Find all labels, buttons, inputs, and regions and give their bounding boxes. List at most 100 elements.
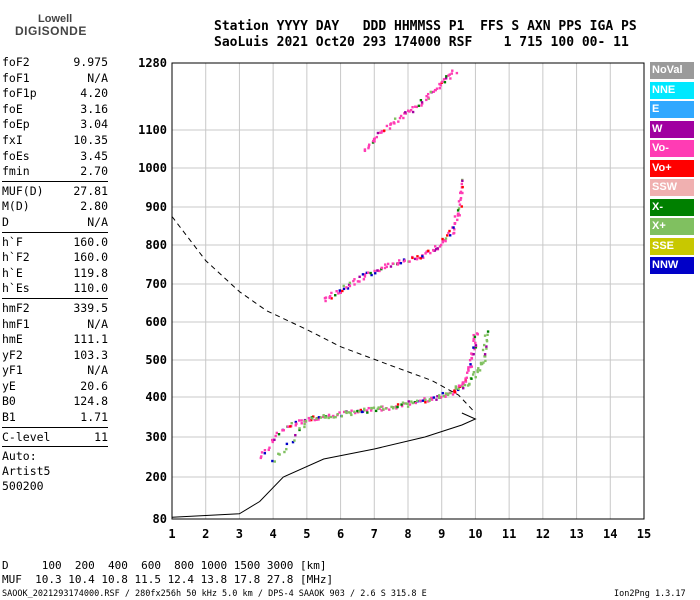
trace-point: [363, 407, 366, 411]
trace-point: [372, 139, 375, 143]
trace-point: [471, 373, 475, 376]
y-tick-label: 300: [145, 430, 167, 444]
trace-point: [335, 290, 338, 293]
trace-point: [424, 252, 427, 255]
separator: [2, 180, 108, 182]
trace-point: [459, 198, 462, 201]
trace-point: [334, 415, 337, 419]
trace-point: [293, 439, 296, 442]
trace-point: [324, 416, 328, 419]
trace-point: [485, 345, 488, 348]
trace-point: [469, 363, 472, 366]
param-name: D: [2, 214, 9, 229]
trace-point: [317, 418, 320, 421]
trace-point: [433, 88, 437, 92]
trace-point: [259, 456, 263, 460]
trace-point: [476, 333, 479, 336]
trace-point: [369, 271, 372, 275]
trace-point: [347, 283, 351, 286]
trace-point: [453, 390, 457, 394]
trace-point: [356, 409, 359, 413]
trace-point: [385, 124, 389, 128]
trace-point: [347, 411, 351, 414]
legend-item: NNW: [650, 257, 694, 274]
trace-point: [370, 273, 373, 277]
y-tick-label: 500: [145, 353, 167, 367]
trace-point: [408, 403, 412, 406]
trace-point: [337, 292, 340, 295]
parameter-panel: foF2 9.975 foF1 N/A foF1p 4.20 foE 3.16 foEp 3.04…: [2, 55, 108, 494]
trace-point: [297, 419, 301, 422]
trace-point: [447, 231, 450, 235]
trace-point: [433, 249, 437, 252]
param-row: hmF1 N/A: [2, 317, 108, 333]
trace-point: [396, 263, 400, 266]
trace-point: [453, 389, 456, 392]
trace-point: [315, 417, 318, 420]
param-value: 110.0: [73, 281, 108, 296]
trace-point: [457, 384, 461, 387]
trace-point: [398, 116, 402, 120]
trace-point: [443, 238, 447, 242]
trace-point: [414, 105, 417, 108]
param-row: foF2 9.975: [2, 55, 108, 71]
trace-point: [300, 419, 303, 422]
trace-point: [483, 334, 487, 337]
trace-point: [461, 381, 464, 384]
trace-point: [424, 401, 427, 404]
trace-point: [457, 207, 461, 210]
legend-item: W: [650, 120, 694, 138]
trace-point: [395, 407, 398, 410]
trace-point: [420, 101, 424, 104]
trace-point: [449, 77, 452, 80]
trace-point: [408, 110, 411, 113]
trace-point: [348, 284, 352, 288]
param-row: fxI 10.35: [2, 133, 108, 149]
electron-density-profile: [171, 412, 477, 518]
trace-point: [432, 396, 436, 399]
trace-point: [334, 294, 337, 297]
trace-point: [416, 399, 419, 403]
trace-point: [461, 185, 464, 189]
x-tick-label: 8: [404, 527, 411, 541]
trace-point: [429, 90, 432, 94]
trace-point: [461, 191, 464, 195]
trace-point: [286, 425, 290, 428]
x-tick-label: 3: [236, 527, 243, 541]
trace-point: [460, 182, 464, 186]
trace-point: [474, 346, 478, 349]
trace-point: [384, 407, 388, 410]
trace-point: [374, 272, 377, 275]
legend-item: Vo-: [650, 140, 694, 157]
y-tick-label: 400: [145, 390, 167, 404]
trace-point: [400, 403, 403, 406]
legend-item: Vo+: [650, 159, 694, 177]
trace-point: [324, 299, 327, 303]
trace-point: [454, 387, 458, 390]
trace-point: [435, 87, 439, 90]
trace-point: [384, 263, 387, 266]
trace-point: [345, 411, 348, 415]
trace-point: [472, 339, 475, 343]
trace-point: [385, 265, 388, 269]
trace-point: [441, 237, 444, 241]
trace-point: [485, 338, 488, 342]
param-row: fmin 2.70: [2, 164, 108, 180]
trace-point: [425, 98, 428, 102]
trace-point: [457, 387, 460, 391]
trace-point: [460, 384, 463, 388]
distance-row: D 100 200 400 600 800 1000 1500 3000 [km…: [2, 559, 327, 572]
trace-point: [271, 440, 274, 444]
param-row: foEs 3.45: [2, 149, 108, 165]
trace-point: [350, 409, 353, 412]
x-tick-label: 5: [303, 527, 310, 541]
trace-point: [438, 245, 442, 248]
trace-point: [353, 411, 357, 415]
trace-point: [464, 377, 467, 380]
trace-point: [464, 380, 468, 383]
trace-point: [410, 400, 413, 403]
trace-point: [397, 120, 400, 123]
trace-point: [428, 398, 432, 401]
x-tick-label: 11: [502, 527, 516, 541]
trace-point: [420, 102, 424, 105]
